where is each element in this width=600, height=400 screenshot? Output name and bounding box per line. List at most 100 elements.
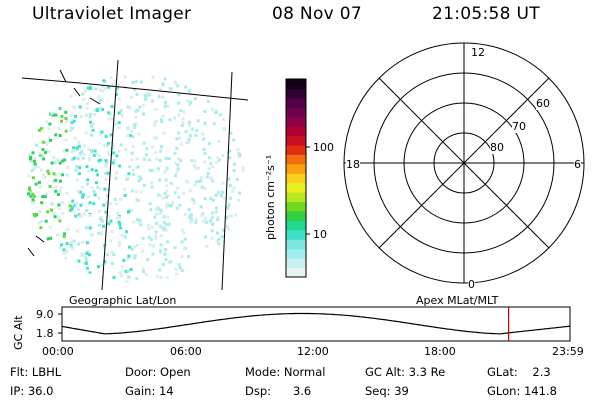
disk-pixel: [85, 209, 88, 212]
disk-pixel: [54, 133, 58, 137]
disk-pixel: [202, 148, 206, 151]
disk-pixel: [100, 276, 104, 280]
disk-pixel: [84, 261, 88, 265]
disk-pixel: [109, 239, 113, 243]
disk-pixel: [138, 218, 142, 222]
disk-pixel: [97, 159, 101, 163]
disk-pixel: [77, 259, 81, 263]
disk-pixel: [38, 185, 42, 189]
disk-pixel: [163, 252, 167, 256]
disk-pixel: [126, 269, 130, 273]
disk-pixel: [80, 253, 84, 257]
disk-pixel: [151, 99, 155, 103]
disk-pixel: [214, 206, 218, 210]
disk-pixel: [207, 156, 211, 160]
disk-pixel: [107, 117, 111, 121]
disk-pixel: [114, 122, 118, 126]
disk-pixel: [134, 122, 138, 126]
disk-pixel: [88, 201, 92, 205]
disk-pixel: [216, 231, 219, 235]
disk-pixel: [97, 196, 101, 200]
disk-pixel: [66, 166, 70, 169]
disk-pixel: [176, 167, 180, 171]
disk-pixel: [86, 178, 90, 182]
colorbar-cell: [286, 182, 306, 193]
disk-pixel: [147, 227, 150, 231]
disk-pixel: [232, 138, 236, 142]
colorbar-cell: [286, 154, 306, 165]
disk-pixel: [102, 224, 105, 228]
disk-pixel: [114, 202, 118, 206]
disk-pixel: [85, 226, 88, 230]
disk-pixel: [148, 202, 152, 206]
disk-pixel: [220, 235, 224, 238]
disk-pixel: [39, 226, 43, 230]
disk-pixel: [111, 262, 114, 265]
disk-pixel: [69, 94, 73, 98]
disk-pixel: [153, 123, 157, 127]
disk-pixel: [40, 154, 44, 158]
disk-pixel: [89, 87, 93, 91]
disk-pixel: [129, 129, 133, 133]
disk-pixel: [91, 128, 95, 132]
disk-pixel: [130, 247, 134, 251]
disk-pixel: [34, 182, 38, 186]
disk-pixel: [75, 165, 79, 169]
disk-pixel: [76, 190, 80, 193]
disk-pixel: [147, 223, 151, 227]
disk-pixel: [74, 114, 77, 118]
disk-pixel: [44, 219, 48, 223]
disk-pixel: [58, 161, 62, 165]
disk-pixel: [72, 149, 76, 152]
info-door: Door: Open: [125, 365, 191, 379]
disk-pixel: [224, 216, 228, 220]
disk-pixel: [159, 276, 163, 279]
disk-pixel: [58, 172, 62, 176]
disk-pixel: [145, 147, 149, 150]
disk-pixel: [209, 197, 213, 200]
disk-pixel: [117, 150, 121, 153]
disk-pixel: [128, 245, 132, 249]
disk-pixel: [117, 220, 121, 224]
disk-pixel: [164, 248, 168, 251]
disk-pixel: [117, 215, 121, 219]
disk-pixel: [94, 169, 98, 173]
disk-pixel: [155, 212, 158, 216]
disk-pixel: [129, 134, 133, 137]
disk-pixel: [168, 118, 172, 122]
disk-pixel: [88, 214, 92, 217]
info-dsp: Dsp: 3.6: [245, 384, 312, 398]
disk-pixel: [85, 102, 89, 105]
disk-pixel: [73, 136, 77, 140]
disk-pixel: [89, 120, 92, 124]
disk-pixel: [99, 132, 103, 136]
disk-pixel: [107, 85, 111, 89]
disk-pixel: [132, 144, 136, 148]
disk-pixel: [27, 187, 31, 191]
disk-pixel: [85, 106, 89, 110]
disk-pixel: [98, 209, 101, 213]
disk-pixel: [159, 243, 163, 247]
disk-pixel: [176, 163, 180, 167]
disk-pixel: [66, 173, 70, 177]
disk-pixel: [95, 181, 98, 185]
disk-pixel: [123, 187, 127, 191]
disk-pixel: [116, 83, 120, 87]
disk-pixel: [99, 158, 102, 162]
disk-pixel: [75, 201, 79, 205]
disk-pixel: [56, 233, 59, 237]
disk-pixel: [181, 117, 185, 121]
colorbar-cell: [286, 126, 306, 137]
disk-pixel: [180, 255, 184, 259]
disk-pixel: [164, 223, 168, 226]
disk-pixel: [221, 117, 225, 121]
disk-pixel: [98, 106, 102, 110]
disk-pixel: [60, 243, 64, 247]
disk-pixel: [180, 240, 184, 244]
disk-pixel: [51, 113, 55, 117]
disk-pixel: [138, 175, 142, 179]
colorbar-cell: [286, 229, 306, 240]
disk-pixel: [90, 186, 94, 190]
disk-pixel: [30, 169, 34, 172]
disk-pixel: [78, 190, 82, 194]
